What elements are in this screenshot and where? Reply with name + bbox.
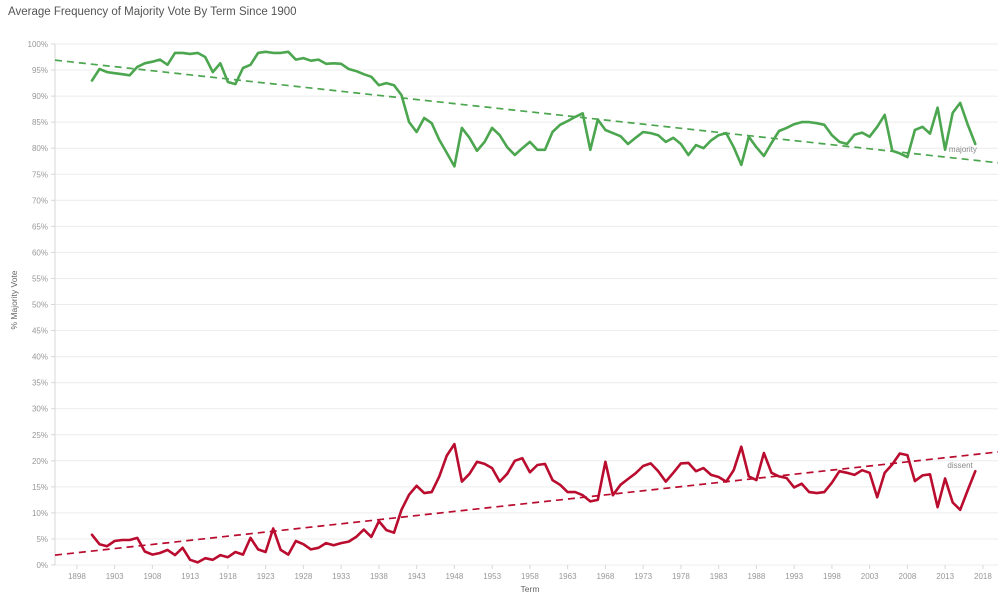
y-tick-label: 90%: [32, 92, 48, 101]
dissent-series-label: dissent: [947, 461, 973, 470]
x-tick-label: 2018: [974, 572, 992, 581]
y-tick-label: 95%: [32, 66, 48, 75]
x-tick-label: 2003: [861, 572, 879, 581]
y-tick-label: 0%: [36, 561, 48, 570]
dissent-line[interactable]: [90, 442, 977, 564]
chart-title: Average Frequency of Majority Vote By Te…: [8, 6, 297, 18]
x-tick-label: 1918: [219, 572, 237, 581]
dissent-trendline: [54, 451, 999, 556]
y-tick-label: 55%: [32, 274, 48, 283]
y-tick-label: 40%: [32, 353, 48, 362]
x-tick-label: 1898: [68, 572, 86, 581]
y-tick-label: 75%: [32, 170, 48, 179]
y-tick-label: 85%: [32, 118, 48, 127]
x-tick-label: 1933: [332, 572, 350, 581]
y-tick-label: 50%: [32, 301, 48, 310]
x-tick-label: 1978: [672, 572, 690, 581]
x-tick-label: 1968: [596, 572, 614, 581]
y-tick-label: 65%: [32, 222, 48, 231]
x-axis-title: Term: [520, 584, 540, 594]
x-tick-label: 1998: [823, 572, 841, 581]
x-tick-label: 1973: [634, 572, 652, 581]
x-tick-label: 1963: [559, 572, 577, 581]
x-tick-label: 1958: [521, 572, 539, 581]
y-tick-label: 100%: [28, 40, 48, 49]
x-tick-label: 1908: [143, 572, 161, 581]
x-tick-label: 2008: [899, 572, 917, 581]
x-tick-label: 1983: [710, 572, 728, 581]
y-tick-label: 45%: [32, 327, 48, 336]
y-tick-label: 25%: [32, 431, 48, 440]
y-tick-label: 60%: [32, 248, 48, 257]
majority-series-label: majority: [949, 145, 977, 154]
y-tick-label: 15%: [32, 483, 48, 492]
y-tick-label: 30%: [32, 405, 48, 414]
x-tick-label: 1923: [257, 572, 275, 581]
y-tick-label: 70%: [32, 196, 48, 205]
x-tick-label: 1993: [785, 572, 803, 581]
x-tick-label: 1953: [483, 572, 501, 581]
y-tick-label: 35%: [32, 379, 48, 388]
y-tick-label: 20%: [32, 457, 48, 466]
y-tick-label: 5%: [36, 535, 48, 544]
x-tick-label: 1943: [408, 572, 426, 581]
x-tick-label: 1938: [370, 572, 388, 581]
x-tick-label: 1988: [748, 572, 766, 581]
y-tick-label: 10%: [32, 509, 48, 518]
x-tick-label: 1928: [294, 572, 312, 581]
x-tick-label: 1903: [106, 572, 124, 581]
x-tick-label: 1948: [445, 572, 463, 581]
y-tick-label: 80%: [32, 144, 48, 153]
x-tick-label: 1913: [181, 572, 199, 581]
majority-trendline: [54, 59, 999, 164]
x-tick-label: 2013: [936, 572, 954, 581]
majority-line[interactable]: [90, 50, 977, 168]
